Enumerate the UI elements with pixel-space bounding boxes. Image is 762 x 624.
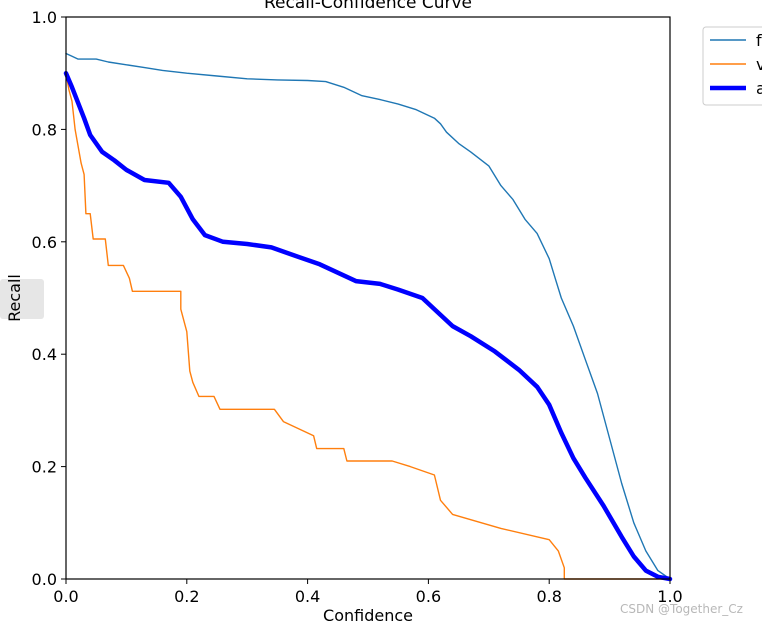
x-tick-label: 0.0 xyxy=(53,587,78,606)
legend-label-a: a xyxy=(756,79,762,98)
x-tick-label: 0.4 xyxy=(295,587,320,606)
x-ticks: 0.0 0.2 0.4 0.6 0.8 1.0 xyxy=(53,579,683,606)
y-ticks: 0.0 0.2 0.4 0.6 0.8 1.0 xyxy=(32,8,66,589)
plot-lines xyxy=(63,52,673,582)
series-line-a xyxy=(63,70,673,582)
x-axis-label: Confidence xyxy=(323,606,413,624)
legend: fva xyxy=(702,26,762,106)
ylabel-highlight xyxy=(0,279,44,319)
y-tick-label: 0.4 xyxy=(32,345,57,364)
axes-frame xyxy=(65,16,671,580)
watermark-text: CSDN @Together_Cz xyxy=(620,602,743,616)
legend-label-f: f xyxy=(756,31,762,50)
y-tick-label: 0.6 xyxy=(32,233,57,252)
x-tick-label: 1.0 xyxy=(657,587,682,606)
x-tick-label: 0.8 xyxy=(536,587,561,606)
x-tick-label: 0.2 xyxy=(174,587,199,606)
y-tick-label: 0.0 xyxy=(32,570,57,589)
legend-label-v: v xyxy=(756,55,762,74)
y-tick-label: 1.0 xyxy=(32,8,57,27)
legend-box xyxy=(702,26,762,106)
series-line-v xyxy=(65,72,671,580)
y-tick-label: 0.2 xyxy=(32,458,57,477)
chart-title: Recall-Confidence Curve xyxy=(264,0,472,13)
series-line-f xyxy=(65,52,671,580)
y-tick-label: 0.8 xyxy=(32,120,57,139)
x-tick-label: 0.6 xyxy=(416,587,441,606)
y-axis-label: Recall xyxy=(5,274,24,322)
